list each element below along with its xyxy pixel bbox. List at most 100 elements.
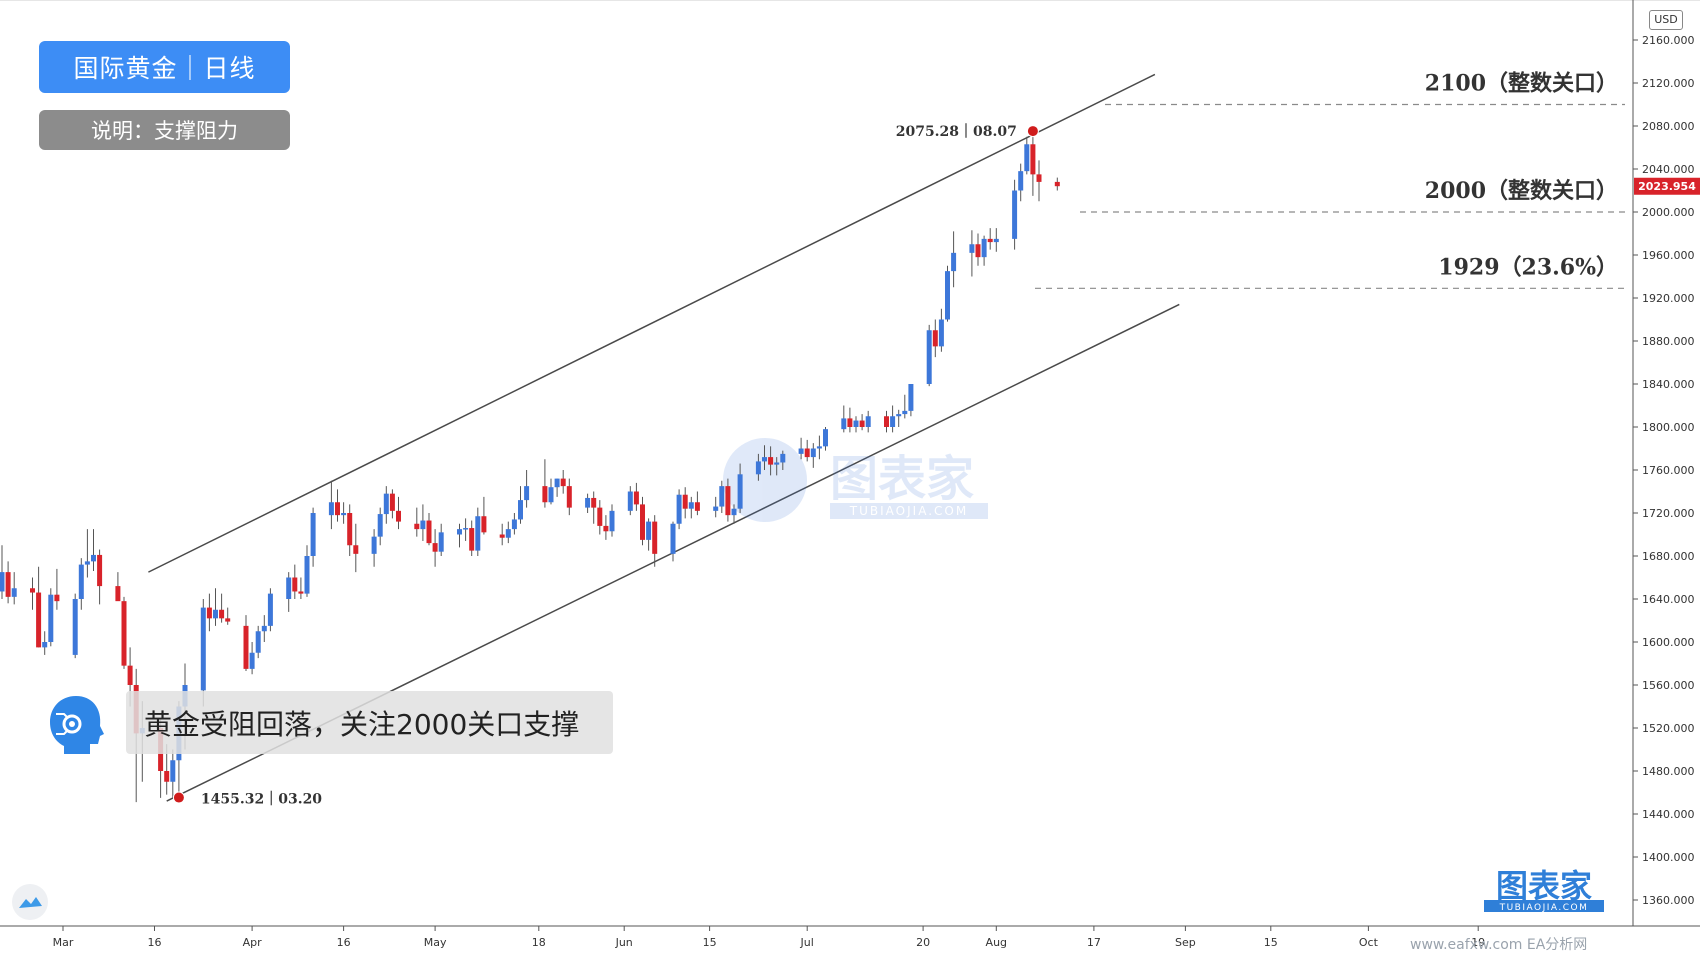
- candle[interactable]: [591, 491, 597, 524]
- candle[interactable]: [847, 407, 853, 433]
- currency-label[interactable]: USD: [1649, 10, 1683, 30]
- candle[interactable]: [457, 523, 462, 548]
- candle[interactable]: [310, 507, 316, 567]
- candle[interactable]: [30, 577, 35, 610]
- candle[interactable]: [646, 518, 652, 551]
- candle[interactable]: [780, 450, 786, 470]
- candle[interactable]: [987, 228, 993, 250]
- candle[interactable]: [676, 489, 682, 530]
- candle[interactable]: [542, 459, 548, 508]
- candle[interactable]: [945, 265, 950, 322]
- candle[interactable]: [938, 308, 944, 352]
- candle[interactable]: [853, 416, 859, 433]
- candle[interactable]: [633, 482, 639, 511]
- candle[interactable]: [1012, 179, 1018, 250]
- candle[interactable]: [810, 443, 816, 468]
- candle[interactable]: [975, 233, 981, 266]
- candle[interactable]: [511, 513, 517, 535]
- candle[interactable]: [841, 405, 847, 433]
- candle[interactable]: [762, 445, 767, 470]
- candle[interactable]: [908, 384, 914, 417]
- candle[interactable]: [36, 566, 42, 648]
- candle[interactable]: [560, 470, 566, 494]
- candle[interactable]: [688, 496, 694, 519]
- candle[interactable]: [755, 453, 761, 481]
- candle[interactable]: [267, 588, 273, 632]
- candle[interactable]: [383, 486, 389, 524]
- candle[interactable]: [72, 593, 78, 659]
- candle[interactable]: [670, 521, 676, 562]
- candle[interactable]: [328, 480, 334, 530]
- candle[interactable]: [719, 480, 725, 513]
- candle[interactable]: [91, 529, 96, 572]
- candle[interactable]: [816, 435, 822, 460]
- candle[interactable]: [261, 615, 267, 642]
- candle[interactable]: [603, 515, 609, 540]
- candle[interactable]: [292, 564, 298, 599]
- candle[interactable]: [926, 324, 932, 387]
- candle[interactable]: [213, 588, 218, 626]
- candle[interactable]: [353, 523, 359, 573]
- candle[interactable]: [951, 231, 957, 288]
- candle[interactable]: [371, 529, 377, 567]
- candle[interactable]: [48, 588, 54, 647]
- candle[interactable]: [798, 437, 804, 460]
- candle[interactable]: [597, 500, 603, 535]
- candle[interactable]: [737, 463, 743, 513]
- candle[interactable]: [0, 545, 5, 599]
- candle[interactable]: [1036, 160, 1042, 202]
- candle[interactable]: [993, 228, 999, 252]
- candle[interactable]: [969, 230, 975, 277]
- candle[interactable]: [804, 439, 810, 462]
- candle[interactable]: [731, 504, 737, 524]
- candle[interactable]: [1054, 177, 1060, 191]
- candle[interactable]: [170, 749, 176, 798]
- candle[interactable]: [902, 394, 908, 419]
- candle[interactable]: [219, 593, 225, 623]
- candle[interactable]: [420, 504, 426, 541]
- extreme-marker[interactable]: [172, 791, 185, 804]
- candle[interactable]: [1030, 131, 1036, 196]
- candle[interactable]: [304, 545, 310, 597]
- candle[interactable]: [694, 491, 700, 516]
- candle[interactable]: [865, 410, 871, 433]
- candle[interactable]: [377, 507, 383, 546]
- candle[interactable]: [84, 529, 90, 578]
- tradingview-logo-icon[interactable]: [12, 884, 48, 920]
- candle[interactable]: [475, 507, 481, 556]
- candle[interactable]: [981, 235, 987, 266]
- candle[interactable]: [682, 487, 688, 519]
- candle[interactable]: [243, 615, 249, 672]
- candle[interactable]: [524, 470, 530, 508]
- candle[interactable]: [78, 558, 84, 610]
- candle[interactable]: [341, 502, 347, 524]
- candle[interactable]: [432, 529, 438, 567]
- candle[interactable]: [225, 607, 231, 625]
- candle[interactable]: [206, 593, 212, 632]
- candle[interactable]: [890, 405, 896, 433]
- candle[interactable]: [396, 496, 401, 530]
- candle[interactable]: [859, 414, 865, 431]
- candle[interactable]: [438, 523, 444, 556]
- candle[interactable]: [585, 493, 591, 513]
- candle[interactable]: [481, 496, 487, 535]
- candle[interactable]: [115, 572, 121, 602]
- candle[interactable]: [347, 504, 353, 556]
- candle[interactable]: [249, 642, 255, 675]
- channel-upper-line[interactable]: [148, 73, 1156, 573]
- candle[interactable]: [640, 496, 645, 546]
- candle[interactable]: [499, 523, 505, 546]
- candle[interactable]: [627, 486, 633, 516]
- candle[interactable]: [463, 518, 469, 541]
- candle[interactable]: [896, 409, 902, 427]
- candle[interactable]: [389, 489, 395, 519]
- candle[interactable]: [505, 521, 511, 544]
- candle[interactable]: [121, 596, 127, 669]
- candle[interactable]: [286, 572, 292, 612]
- candle[interactable]: [884, 410, 889, 433]
- candle[interactable]: [566, 478, 572, 516]
- candle[interactable]: [725, 478, 731, 522]
- candle[interactable]: [932, 319, 938, 358]
- candle[interactable]: [609, 504, 615, 537]
- candle[interactable]: [54, 568, 60, 610]
